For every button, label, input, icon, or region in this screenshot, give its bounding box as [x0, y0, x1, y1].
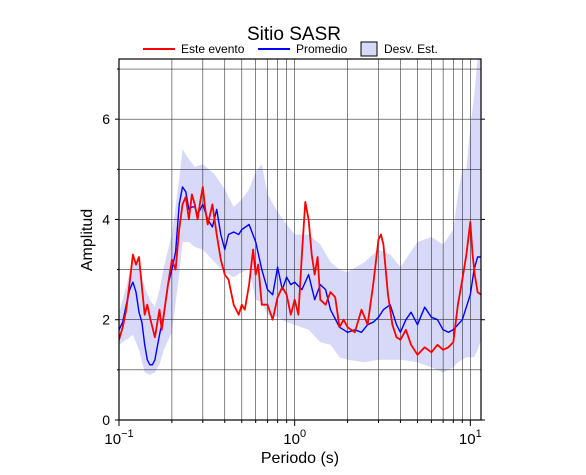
series-line-promedio [119, 186, 481, 366]
chart-title: Sitio SASR [247, 24, 341, 45]
legend-label: Promedio [296, 42, 348, 56]
std-deviation-band [119, 59, 481, 375]
legend-label: Desv. Est. [384, 42, 438, 56]
legend-label: Este evento [181, 42, 245, 56]
x-axis: 10−1 100 101 [104, 420, 482, 448]
x-tick-label: 10−1 [104, 428, 133, 448]
plot-frame [118, 58, 482, 421]
grid-layer [118, 59, 481, 421]
legend-swatch-area [360, 41, 378, 57]
series-line-este-evento [119, 185, 481, 356]
y-tick-label: 6 [102, 111, 110, 127]
series-layer [119, 185, 481, 366]
x-tick-label: 101 [459, 428, 482, 448]
plot-border [118, 58, 482, 421]
chart-legend: Este evento Promedio Desv. Est. [143, 41, 438, 57]
y-tick-label: 4 [102, 211, 110, 227]
y-axis-label: Amplitud [79, 209, 96, 271]
x-tick-label: 100 [283, 428, 306, 448]
y-tick-label: 2 [102, 312, 110, 328]
std-band-layer [119, 59, 481, 375]
y-axis: 0 2 4 6 [102, 68, 485, 428]
y-tick-label: 0 [102, 412, 110, 428]
x-axis-label: Periodo (s) [261, 450, 339, 467]
